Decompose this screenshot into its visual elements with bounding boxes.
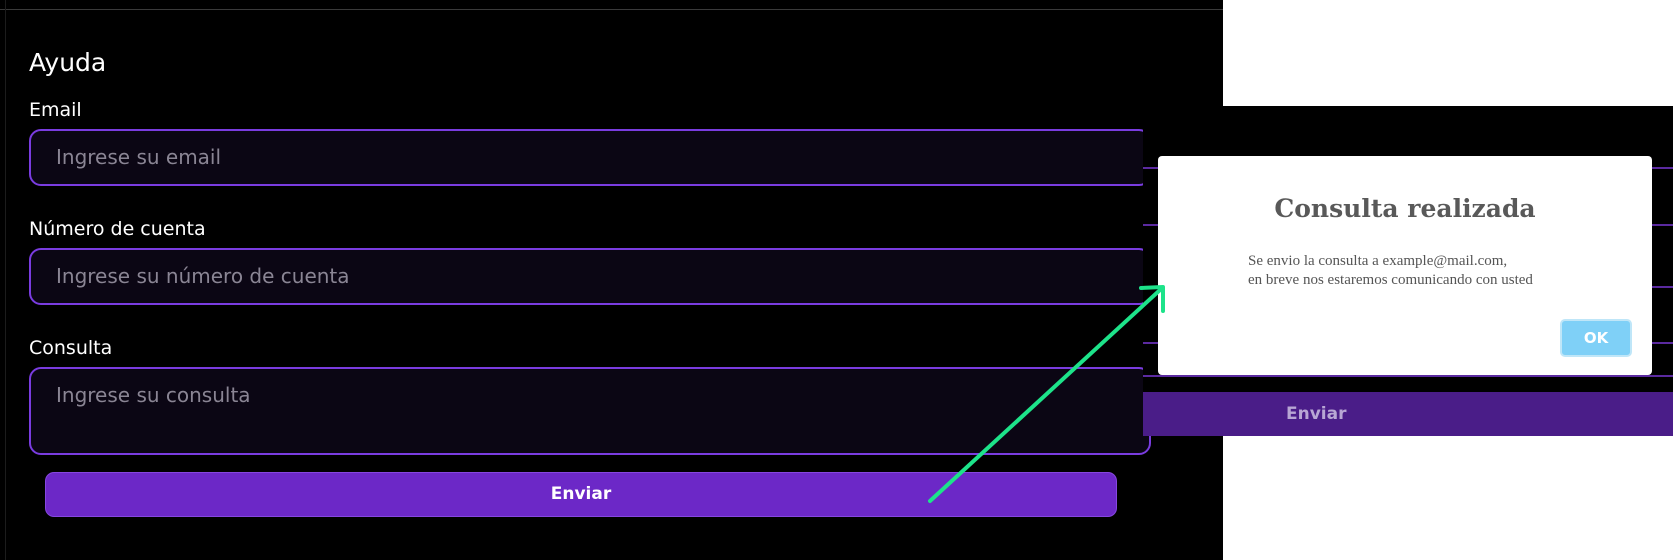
dialog-message-line-2: en breve nos estaremos comunicando con u… (1248, 272, 1533, 288)
page-title: Ayuda (29, 48, 107, 77)
dialog-message-line-1: Se envio la consulta a example@mail.com, (1248, 253, 1508, 269)
email-placeholder: Ingrese su email (56, 145, 222, 169)
email-label: Email (29, 99, 82, 121)
account-number-label: Número de cuenta (29, 218, 206, 240)
account-number-placeholder: Ingrese su número de cuenta (56, 264, 350, 288)
dialog-message: Se envio la consulta a example@mail.com,… (1248, 252, 1533, 290)
email-input[interactable]: Ingrese su email (29, 129, 1151, 186)
query-placeholder: Ingrese su consulta (56, 383, 251, 407)
query-label: Consulta (29, 337, 113, 359)
background-submit-button: Enviar (1143, 392, 1673, 436)
dialog-title: Consulta realizada (1274, 194, 1536, 223)
background-submit-label: Enviar (1286, 404, 1347, 424)
confirmation-dialog: Consulta realizada Se envio la consulta … (1158, 156, 1652, 375)
query-textarea[interactable]: Ingrese su consulta (29, 367, 1151, 455)
background-field-edge (1143, 375, 1673, 377)
help-form-panel: Ayuda Email Ingrese su email Número de c… (0, 0, 1223, 560)
top-divider (0, 9, 1223, 10)
account-number-input[interactable]: Ingrese su número de cuenta (29, 248, 1151, 305)
submit-button[interactable]: Enviar (45, 472, 1117, 517)
left-divider (5, 0, 6, 560)
ok-button[interactable]: OK (1560, 319, 1632, 357)
